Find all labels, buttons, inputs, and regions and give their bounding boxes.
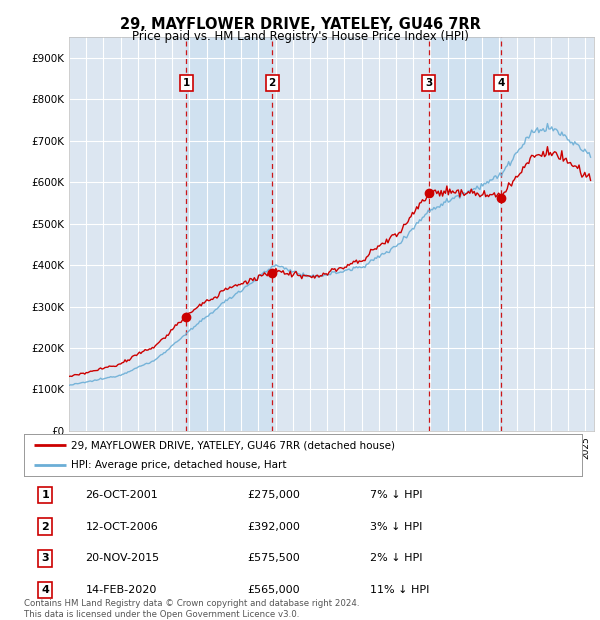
Text: £275,000: £275,000 (247, 490, 300, 500)
Text: £575,500: £575,500 (247, 553, 300, 564)
Text: HPI: Average price, detached house, Hart: HPI: Average price, detached house, Hart (71, 460, 287, 470)
Text: 20-NOV-2015: 20-NOV-2015 (85, 553, 160, 564)
Text: £565,000: £565,000 (247, 585, 300, 595)
Text: 3% ↓ HPI: 3% ↓ HPI (370, 521, 422, 532)
Text: 29, MAYFLOWER DRIVE, YATELEY, GU46 7RR: 29, MAYFLOWER DRIVE, YATELEY, GU46 7RR (119, 17, 481, 32)
Text: Price paid vs. HM Land Registry's House Price Index (HPI): Price paid vs. HM Land Registry's House … (131, 30, 469, 43)
Text: 3: 3 (425, 78, 433, 88)
Text: 2: 2 (41, 521, 49, 532)
Text: 12-OCT-2006: 12-OCT-2006 (85, 521, 158, 532)
Text: 7% ↓ HPI: 7% ↓ HPI (370, 490, 422, 500)
Text: 14-FEB-2020: 14-FEB-2020 (85, 585, 157, 595)
Bar (429, 37, 501, 431)
Bar (186, 37, 272, 431)
Text: 29, MAYFLOWER DRIVE, YATELEY, GU46 7RR (detached house): 29, MAYFLOWER DRIVE, YATELEY, GU46 7RR (… (71, 440, 395, 450)
Text: 26-OCT-2001: 26-OCT-2001 (85, 490, 158, 500)
Text: 2% ↓ HPI: 2% ↓ HPI (370, 553, 422, 564)
Text: Contains HM Land Registry data © Crown copyright and database right 2024.
This d: Contains HM Land Registry data © Crown c… (24, 600, 359, 619)
Text: 2: 2 (268, 78, 276, 88)
Text: 1: 1 (41, 490, 49, 500)
Text: 1: 1 (182, 78, 190, 88)
Text: £392,000: £392,000 (247, 521, 300, 532)
Text: 4: 4 (41, 585, 49, 595)
Text: 11% ↓ HPI: 11% ↓ HPI (370, 585, 430, 595)
Text: 3: 3 (41, 553, 49, 564)
Text: 4: 4 (497, 78, 505, 88)
